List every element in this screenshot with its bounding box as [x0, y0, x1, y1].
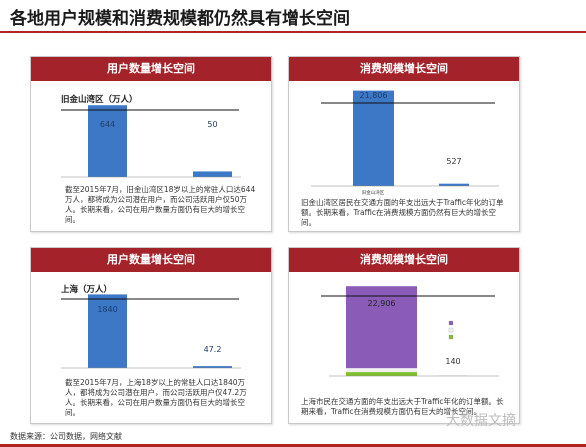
chart-sf-spend: 21,806 527 旧金山湾区 — [311, 90, 499, 196]
bars-group: 1840 47.2 — [88, 294, 232, 368]
data-label: 644 — [100, 120, 115, 129]
panel-sh-spend: 消费规模增长空间 22,906 140 上海市民在交通方面的年支出远大于Traff… — [288, 247, 520, 424]
legend — [448, 320, 454, 340]
panel-sf-users: 用户数量增长空间 旧金山湾区（万人） 644 50 截至2015年7月，旧金山湾区… — [30, 56, 272, 232]
chart-title: 旧金山湾区（万人） — [61, 94, 138, 105]
panel-header: 消费规模增长空间 — [289, 57, 519, 81]
chart-sh-users: 上海（万人） 1840 47.2 — [61, 284, 241, 369]
bar-segment — [346, 372, 417, 376]
bar-segment — [346, 368, 417, 373]
bar — [88, 294, 127, 368]
legend-swatch — [448, 327, 454, 333]
data-label: 21,806 — [360, 91, 388, 100]
data-label: 527 — [446, 157, 461, 166]
data-label: 50 — [207, 120, 217, 129]
page-title: 各地用户规模和消费规模都仍然具有增长空间 — [10, 9, 350, 29]
panel-note: 旧金山湾区居民在交通方面的年支出远大于Traffic年化的订单额。长期来看，Tr… — [301, 198, 504, 227]
watermark: 大数据文摘 — [446, 413, 516, 429]
bars-group: 22,906 140 — [346, 286, 467, 376]
data-label: 47.2 — [204, 345, 222, 354]
data-label: 140 — [445, 357, 460, 366]
chart-sf-users: 旧金山湾区（万人） 644 50 — [61, 94, 241, 178]
title-divider — [0, 31, 586, 33]
bar — [88, 105, 127, 177]
chart-title: 上海（万人） — [61, 284, 112, 295]
panel-note: 截至2015年7月，上海18岁以上的常驻人口达1840万人，都将成为公司潜在用户… — [65, 378, 247, 417]
bar — [439, 183, 469, 186]
panel-header: 消费规模增长空间 — [289, 248, 519, 272]
data-label: 22,906 — [368, 299, 396, 308]
bar — [193, 171, 232, 177]
source-note: 数据来源：公司数据，网络文献 — [10, 432, 122, 441]
bar-segment — [346, 286, 417, 369]
bars-group: 644 50 — [88, 105, 232, 177]
panel-sf-spend: 消费规模增长空间 21,806 527 旧金山湾区 旧金山湾区居民在交通方面的年支… — [288, 56, 520, 232]
panel-note: 截至2015年7月，旧金山湾区18岁以上的常驻人口达644万人，都将成为公司潜在… — [65, 185, 256, 224]
legend-swatch — [448, 320, 454, 326]
panel-sh-users: 用户数量增长空间 上海（万人） 1840 47.2 截至2015年7月，上海18岁… — [30, 247, 272, 424]
panel-note: 上海市民在交通方面的年支出远大于Traffic年化的订单额。长期来看，Traff… — [301, 397, 504, 416]
panel-header: 用户数量增长空间 — [31, 57, 271, 81]
bars-group: 21,806 527 — [353, 90, 469, 186]
x-tick-label: 旧金山湾区 — [362, 189, 385, 196]
bar — [353, 90, 394, 186]
data-label: 1840 — [97, 305, 117, 314]
chart-sh-spend: 22,906 140 — [321, 286, 499, 377]
bar — [193, 366, 232, 368]
panel-header: 用户数量增长空间 — [31, 248, 271, 272]
footer-divider — [0, 444, 586, 447]
legend-swatch — [448, 334, 454, 340]
